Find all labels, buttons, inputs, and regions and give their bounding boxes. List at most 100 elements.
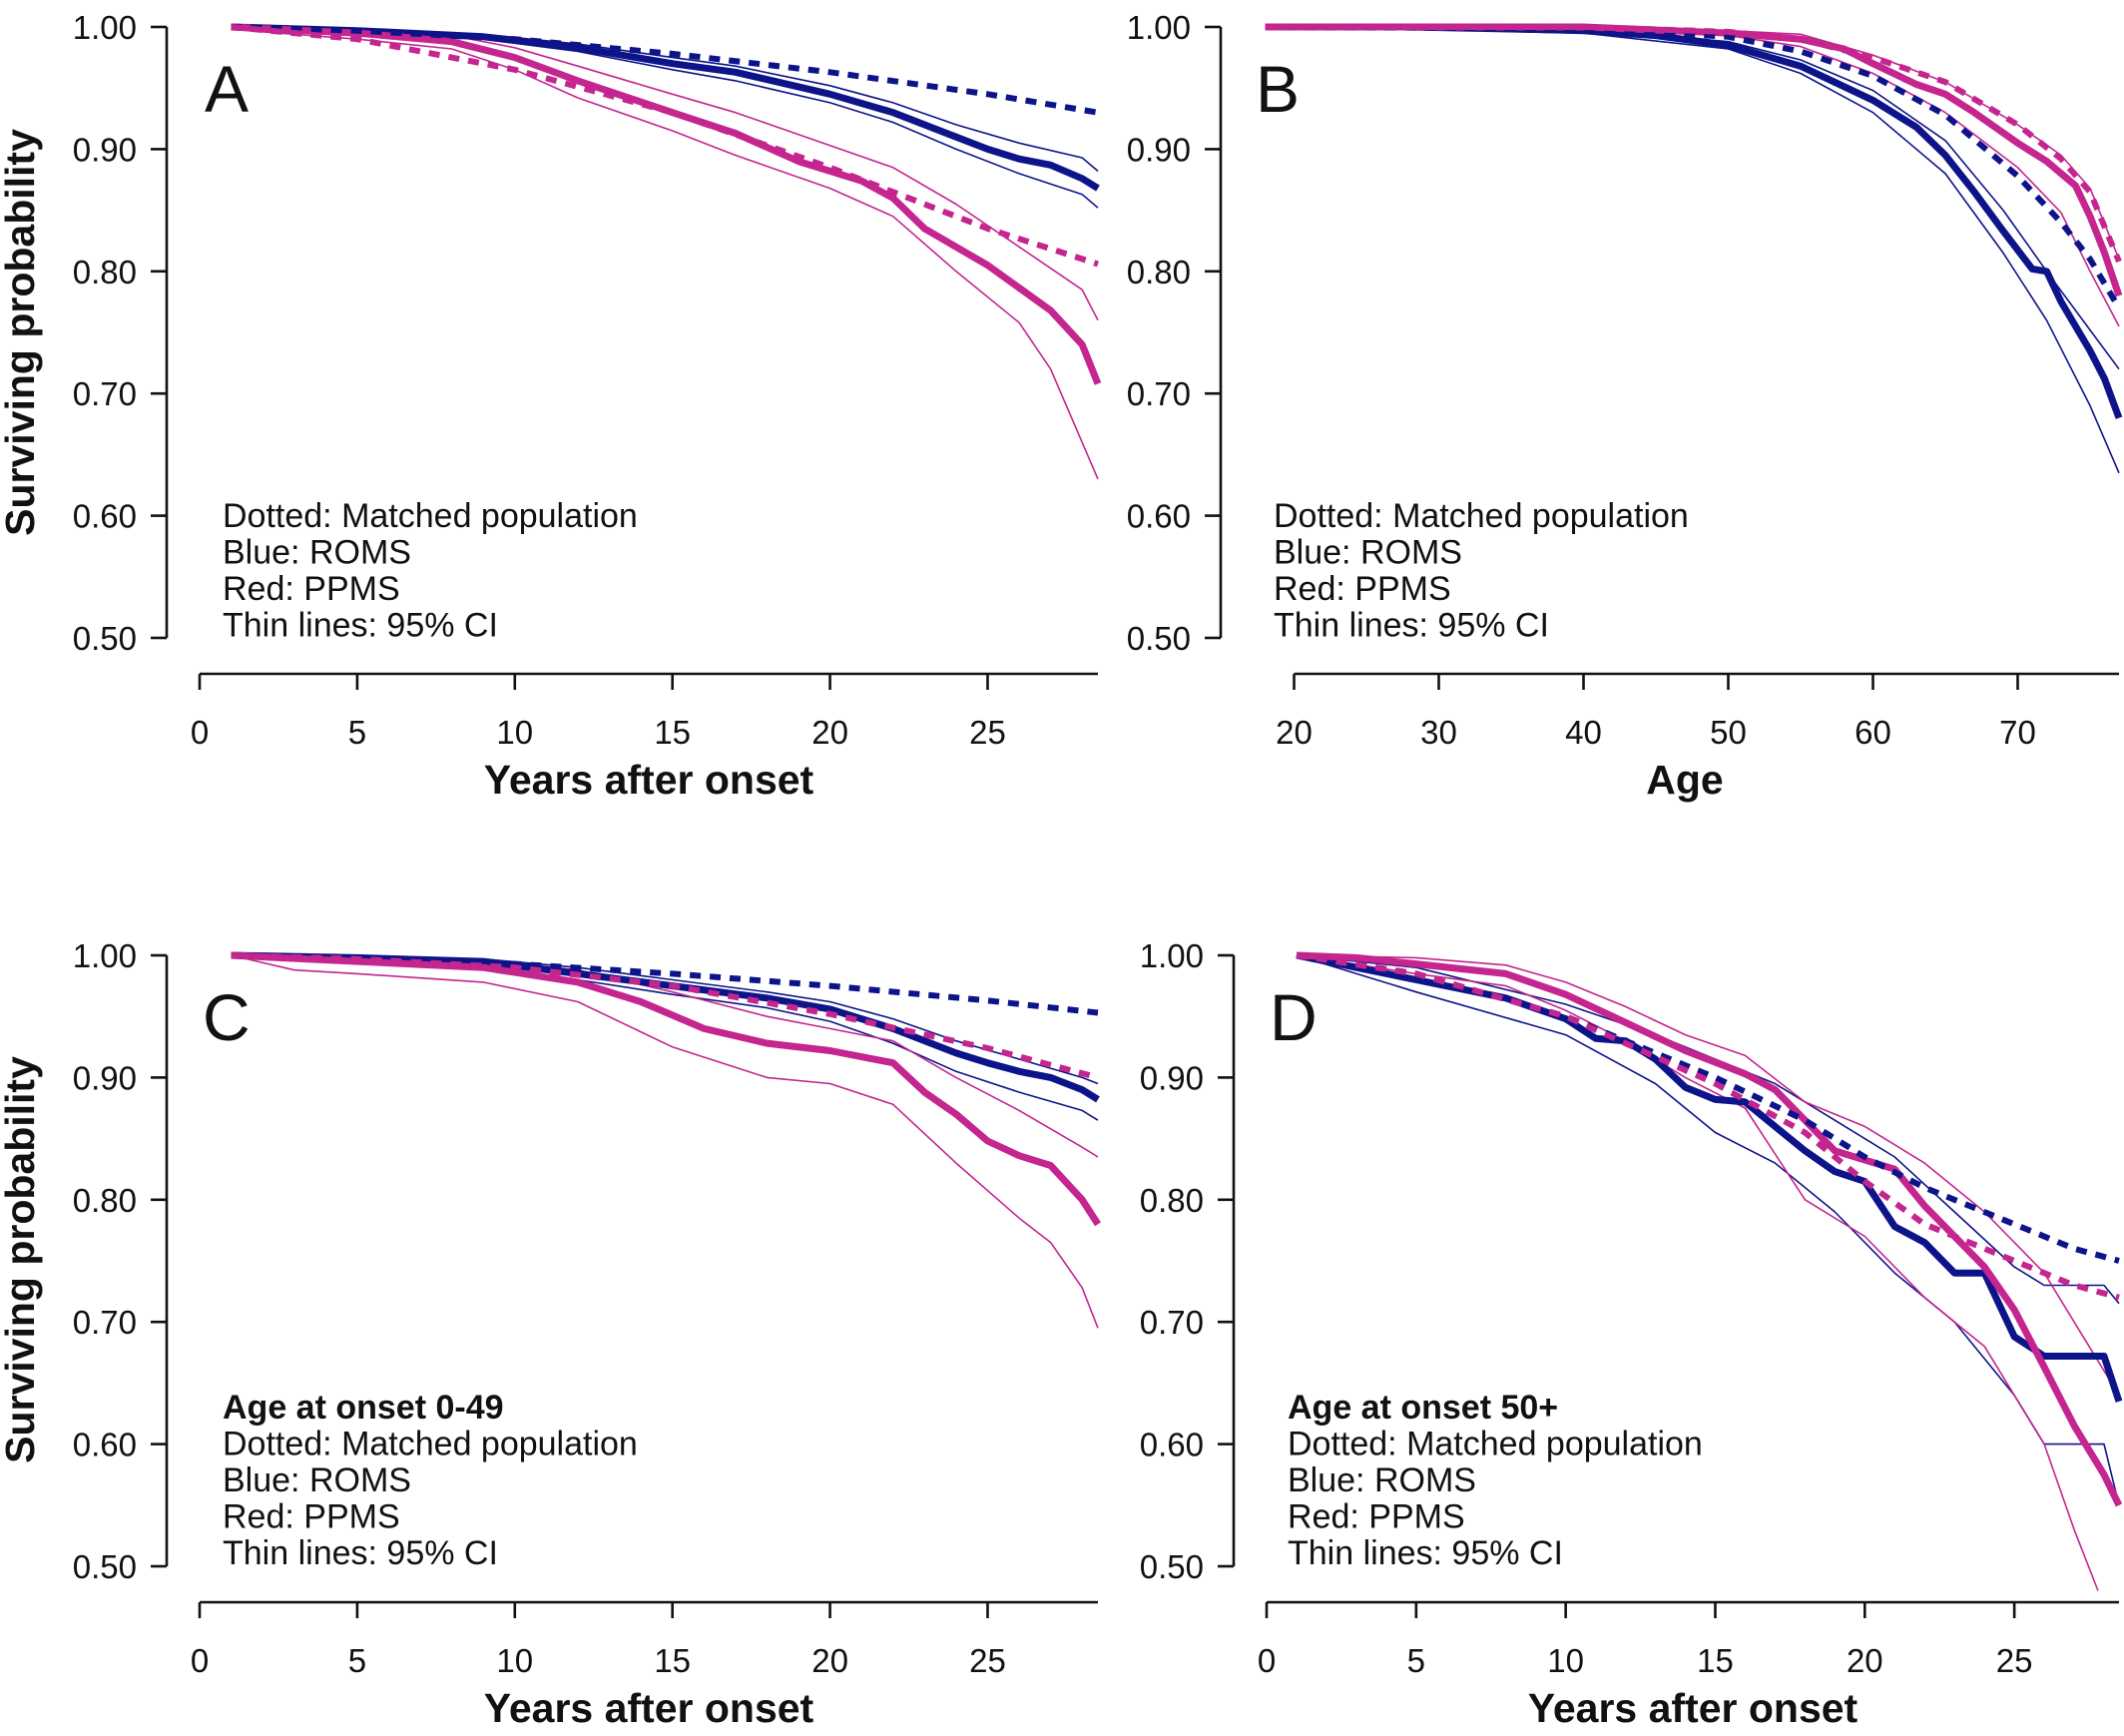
- y-tick-label: 0.70: [1127, 375, 1191, 412]
- series-red-main-line: [231, 951, 1101, 1227]
- series-blue-main-line: [1265, 23, 2123, 419]
- y-tick-label: 0.70: [73, 375, 137, 412]
- subgroup-label: Age at onset 0-49: [223, 1389, 504, 1427]
- series-blue-ci-line: [231, 26, 1099, 209]
- x-tick-label: 25: [969, 1642, 1006, 1679]
- panel-b: 0.50 0.60 0.70 0.80 0.90 1.00 20 30 40 50 60 70 Age B…: [1127, 9, 2123, 803]
- series-blue-ci-line: [231, 954, 1099, 1121]
- legend-line: Dotted: Matched population: [223, 497, 638, 535]
- series-blue-ci-line: [1265, 26, 2120, 474]
- legend-line: Thin lines: 95% CI: [223, 607, 498, 645]
- x-tick-label: 30: [1420, 714, 1457, 751]
- y-tick-label: 0.60: [73, 498, 137, 535]
- y-tick-label: 1.00: [73, 937, 137, 974]
- x-axis-title: Years after onset: [1528, 1685, 1858, 1731]
- legend-line: Blue: ROMS: [223, 1461, 411, 1499]
- y-tick-label: 0.60: [1127, 498, 1191, 535]
- series-blue-main-line: [231, 951, 1100, 1103]
- x-axis-title: Years after onset: [484, 757, 814, 803]
- y-tick-label: 0.90: [1140, 1059, 1204, 1096]
- panel-letter: A: [205, 52, 249, 126]
- x-tick-label: 5: [1407, 1642, 1425, 1679]
- x-axis-title: Years after onset: [484, 1685, 814, 1731]
- series-red-main-line: [231, 23, 1102, 385]
- y-tick-label: 0.70: [73, 1304, 137, 1341]
- series-red-ci-line: [231, 954, 1099, 1329]
- x-tick-label: 15: [654, 714, 691, 751]
- y-tick-label: 0.80: [1127, 254, 1191, 290]
- series-red-ci-line: [1265, 26, 2120, 260]
- y-tick-label: 1.00: [73, 9, 137, 46]
- legend-line: Blue: ROMS: [223, 534, 411, 572]
- legend-line: Blue: ROMS: [1288, 1461, 1476, 1499]
- panel-c: 0.50 0.60 0.70 0.80 0.90 1.00 0 5 10 15 20 25 Years …: [0, 937, 1101, 1731]
- panel-letter: C: [203, 980, 251, 1054]
- legend-line: Red: PPMS: [223, 570, 400, 608]
- x-tick-label: 10: [1547, 1642, 1584, 1679]
- series-red-main-line: [1265, 23, 2123, 297]
- series-blue-ci-line: [231, 26, 1099, 173]
- series-red-main-line: [1296, 951, 2123, 1507]
- x-tick-label: 0: [191, 714, 209, 751]
- y-tick-label: 0.90: [1127, 131, 1191, 168]
- y-tick-label: 0.60: [73, 1427, 137, 1463]
- legend-line: Thin lines: 95% CI: [223, 1534, 498, 1572]
- x-axis-title: Age: [1646, 757, 1723, 803]
- legend-line: Red: PPMS: [223, 1498, 400, 1536]
- x-tick-label: 20: [1847, 1642, 1883, 1679]
- x-tick-label: 5: [348, 714, 366, 751]
- legend-line: Thin lines: 95% CI: [1288, 1534, 1563, 1572]
- series-blue-ci-line: [1296, 954, 2120, 1305]
- y-tick-label: 0.60: [1140, 1427, 1204, 1463]
- x-tick-label: 0: [191, 1642, 209, 1679]
- x-tick-label: 15: [1697, 1642, 1734, 1679]
- legend-line: Dotted: Matched population: [1274, 497, 1689, 535]
- x-tick-label: 50: [1710, 714, 1747, 751]
- series-blue-main-line: [1296, 951, 2123, 1403]
- series-red-matched-dotted-line: [231, 952, 1099, 1081]
- series-red-ci-line: [1296, 954, 2099, 1591]
- legend-line: Red: PPMS: [1274, 570, 1451, 608]
- y-tick-label: 0.50: [73, 1548, 137, 1585]
- y-tick-label: 0.90: [73, 131, 137, 168]
- series-red-matched-dotted-line: [231, 24, 1099, 268]
- x-tick-label: 0: [1258, 1642, 1276, 1679]
- series-blue-ci-line: [1265, 26, 2120, 370]
- subgroup-label: Age at onset 50+: [1288, 1389, 1558, 1427]
- y-tick-label: 0.90: [73, 1059, 137, 1096]
- panel-letter: B: [1256, 52, 1300, 126]
- panel-a: 0.50 0.60 0.70 0.80 0.90 1.00 0 5 10 15 20 25 Years …: [0, 9, 1102, 803]
- y-tick-label: 1.00: [1140, 937, 1204, 974]
- series-blue-matched-dotted-line: [1265, 24, 2122, 310]
- y-tick-label: 0.50: [73, 620, 137, 657]
- x-tick-label: 70: [1999, 714, 2036, 751]
- y-tick-label: 0.50: [1127, 620, 1191, 657]
- x-tick-label: 5: [348, 1642, 366, 1679]
- y-axis-title: Surviving probability: [0, 1056, 43, 1463]
- legend-line: Blue: ROMS: [1274, 534, 1462, 572]
- legend-line: Dotted: Matched population: [1288, 1426, 1703, 1463]
- x-tick-label: 25: [1996, 1642, 2033, 1679]
- y-tick-label: 1.00: [1127, 9, 1191, 46]
- series-blue-matched-dotted-line: [231, 24, 1099, 116]
- x-tick-label: 20: [1276, 714, 1313, 751]
- y-tick-label: 0.80: [73, 254, 137, 290]
- x-tick-label: 20: [811, 714, 848, 751]
- series-red-ci-line: [231, 28, 1099, 480]
- x-tick-label: 15: [654, 1642, 691, 1679]
- series-red-ci-line: [231, 26, 1099, 321]
- y-tick-label: 0.80: [1140, 1182, 1204, 1219]
- x-tick-label: 20: [811, 1642, 848, 1679]
- legend-line: Dotted: Matched population: [223, 1426, 638, 1463]
- x-tick-label: 10: [496, 1642, 533, 1679]
- series-red-matched-dotted-line: [1265, 24, 2122, 264]
- x-tick-label: 25: [969, 714, 1006, 751]
- panel-letter: D: [1270, 980, 1318, 1054]
- x-tick-label: 40: [1565, 714, 1602, 751]
- legend-line: Red: PPMS: [1288, 1498, 1465, 1536]
- series-red-matched-dotted-line: [1296, 952, 2120, 1301]
- y-tick-label: 0.70: [1140, 1304, 1204, 1341]
- legend-line: Thin lines: 95% CI: [1274, 607, 1549, 645]
- series-blue-matched-dotted-line: [1296, 952, 2120, 1264]
